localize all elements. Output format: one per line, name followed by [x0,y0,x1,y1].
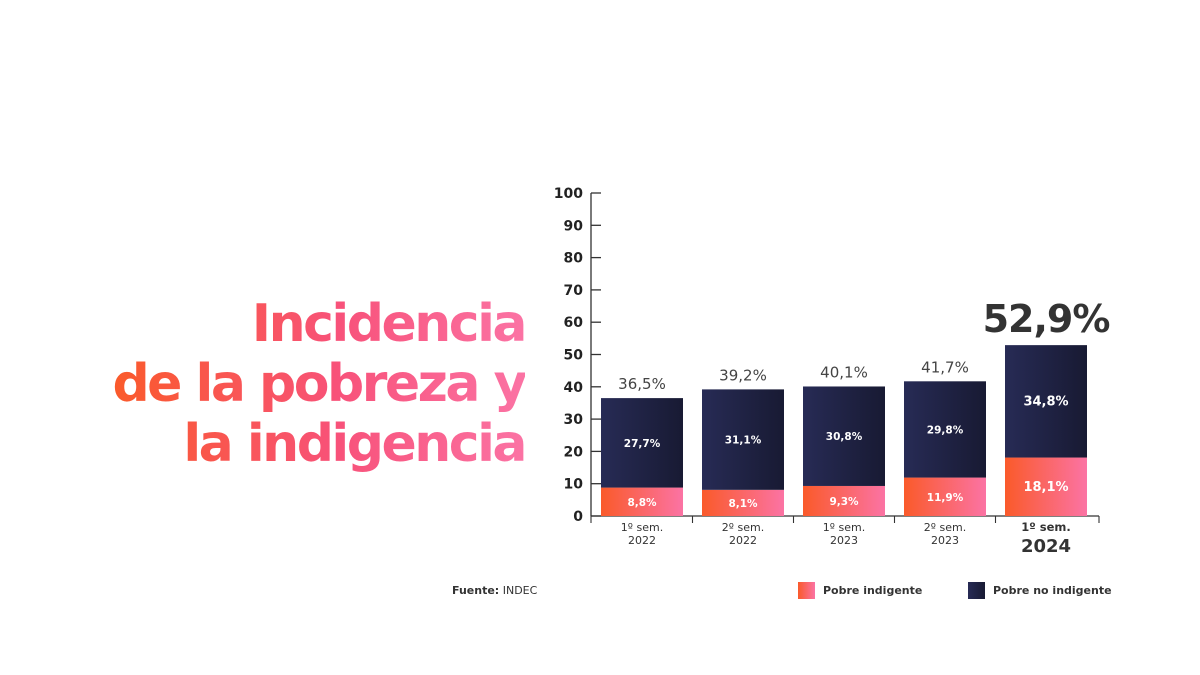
source-note: Fuente: INDEC [452,584,537,597]
y-tick-label: 10 [564,477,584,493]
bar-non-indigent [702,389,784,490]
bar-indigent [904,477,986,516]
bar-non-indigent [904,381,986,478]
source-label: Fuente: [452,584,500,597]
x-tick-label-line1: 2º sem. [924,521,966,534]
data-label-indigent: 11,9% [927,492,964,504]
data-label-non-indigent: 30,8% [826,431,863,443]
x-tick-label-line2: 2023 [830,534,858,547]
data-label-indigent: 18,1% [1023,480,1068,495]
x-tick-label-line2: 2023 [931,534,959,547]
bar-non-indigent [601,398,683,488]
legend-swatch-non-indigent [968,581,985,599]
legend-item-non-indigent: Pobre no indigente [968,581,1112,599]
bar-indigent [803,485,885,516]
y-tick-label: 90 [564,218,584,234]
x-tick-label-line2: 2024 [1021,536,1071,557]
bar-indigent [702,489,784,516]
legend-item-indigent: Pobre indigente [798,581,922,599]
y-tick-label: 30 [564,412,584,428]
legend-swatch-indigent [798,581,815,599]
total-label: 40,1% [820,363,868,381]
bar-non-indigent [1005,345,1087,458]
y-tick-label: 80 [564,251,584,267]
bar-non-indigent [803,386,885,486]
x-tick-label-line1: 2º sem. [722,521,764,534]
legend-label-non-indigent: Pobre no indigente [993,583,1112,597]
x-tick-label-line2: 2022 [628,534,656,547]
data-label-non-indigent: 34,8% [1023,394,1068,409]
total-label: 39,2% [719,366,767,384]
total-label: 41,7% [921,358,969,376]
bar-indigent [1005,457,1087,516]
x-tick-label-line2: 2022 [729,534,757,547]
total-label: 36,5% [618,375,666,393]
x-tick-label-line1: 1º sem. [621,521,663,534]
total-label: 52,9% [983,297,1110,341]
legend-label-indigent: Pobre indigente [823,583,923,597]
data-label-non-indigent: 31,1% [725,435,762,447]
bar-indigent [601,487,683,516]
data-label-indigent: 8,8% [627,497,657,509]
data-label-indigent: 8,1% [728,498,758,510]
y-tick-label: 50 [564,348,584,364]
y-tick-label: 60 [564,315,584,331]
x-tick-label-line1: 1º sem. [1021,520,1071,534]
data-label-non-indigent: 29,8% [927,424,964,436]
y-tick-label: 100 [554,186,583,202]
x-tick-label-line1: 1º sem. [823,521,865,534]
data-label-non-indigent: 27,7% [624,438,661,450]
y-tick-label: 70 [564,283,584,299]
data-label-indigent: 9,3% [829,496,859,508]
y-tick-label: 20 [564,444,584,460]
y-tick-label: 40 [564,380,584,396]
y-tick-label: 0 [573,509,583,525]
source-value: INDEC [502,584,538,597]
